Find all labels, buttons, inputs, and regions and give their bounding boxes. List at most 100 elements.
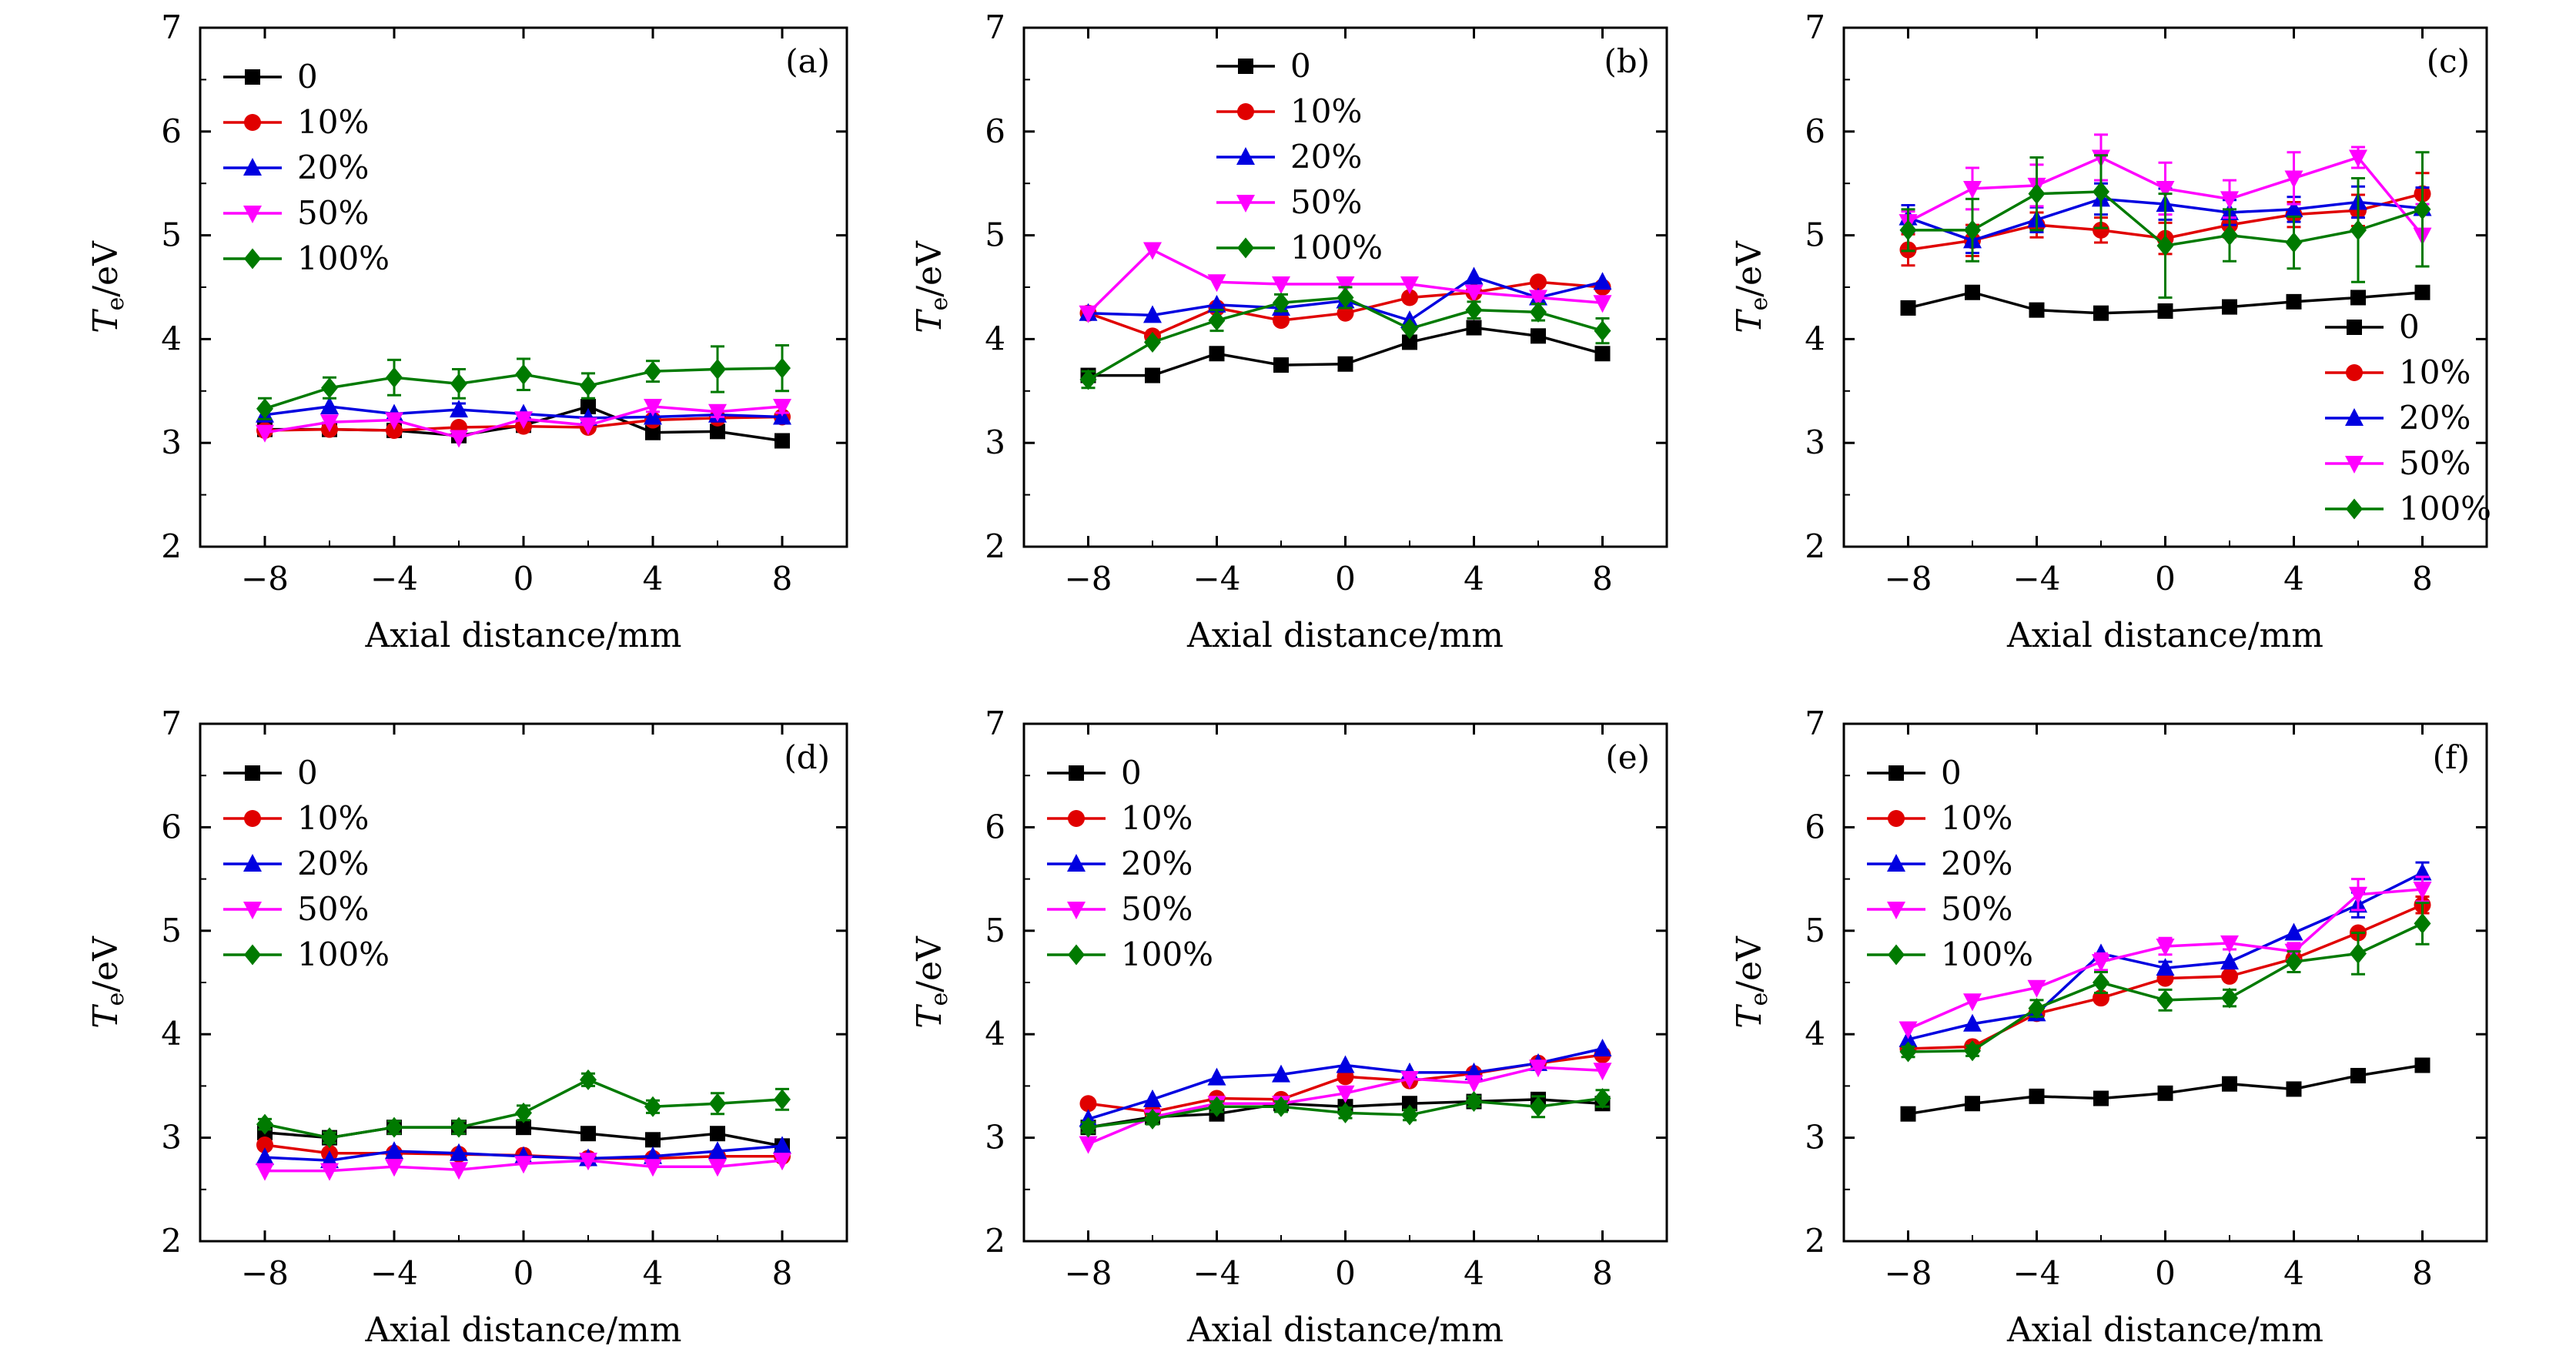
data-point — [1208, 310, 1226, 331]
y-tick-label: 4 — [161, 320, 182, 357]
data-point — [2414, 284, 2430, 300]
legend-marker — [2345, 456, 2364, 474]
x-tick-label: −8 — [1065, 1254, 1112, 1292]
y-tick-label: 6 — [161, 112, 182, 150]
y-tick-label: 3 — [1805, 423, 1825, 461]
legend-marker — [1888, 944, 1905, 966]
x-tick-label: 0 — [1335, 1254, 1356, 1292]
data-point — [1594, 346, 1611, 362]
data-point — [1207, 274, 1226, 293]
data-point — [1593, 1063, 1612, 1081]
legend-label: 0 — [1121, 754, 1142, 792]
panel-d: −8 −4 0 4 8 2 3 4 5 6 7 Axial distance/mm Te/eV (d) 0 1… — [86, 705, 848, 1349]
legend-label: 10% — [2399, 353, 2471, 391]
data-point — [2221, 967, 2238, 985]
legend-marker — [1237, 103, 1254, 120]
data-point — [1402, 1096, 1417, 1112]
x-tick-label: −4 — [370, 560, 418, 598]
data-point — [1079, 369, 1097, 390]
y-tick-label: 5 — [985, 216, 1005, 254]
data-point — [1594, 1088, 1611, 1110]
data-point — [450, 373, 467, 394]
x-tick-label: −8 — [1065, 560, 1112, 598]
data-point — [2414, 912, 2431, 934]
legend-entry: 20% — [223, 845, 369, 882]
data-point — [2028, 183, 2046, 205]
data-point — [580, 1069, 597, 1090]
data-point — [774, 1089, 791, 1110]
panel-tag: (b) — [1604, 42, 1650, 80]
data-point — [579, 1153, 597, 1171]
data-point — [2093, 972, 2109, 993]
legend-marker — [244, 114, 261, 131]
data-point — [580, 1126, 596, 1142]
legend-label: 50% — [1941, 890, 2012, 928]
y-tick-label: 2 — [1805, 1222, 1825, 1260]
data-point — [1531, 328, 1546, 344]
legend-label: 20% — [2399, 399, 2471, 437]
legend-label: 100% — [297, 239, 390, 277]
x-tick-label: 8 — [2412, 1254, 2433, 1292]
data-point — [2156, 938, 2175, 956]
data-point — [385, 412, 403, 430]
data-point — [1899, 1041, 1917, 1063]
data-point — [2286, 293, 2302, 310]
data-point — [1464, 266, 1484, 285]
legend-marker — [245, 765, 260, 781]
data-point — [1465, 1091, 1483, 1113]
x-tick-label: 0 — [2155, 560, 2176, 598]
legend-label: 20% — [1121, 845, 1193, 882]
y-tick-label: 6 — [985, 808, 1005, 845]
data-point — [1529, 1059, 1547, 1078]
data-point — [1337, 356, 1353, 372]
data-point — [1402, 334, 1417, 350]
data-point — [644, 1096, 661, 1117]
legend-entry: 100% — [1216, 229, 1383, 266]
data-point — [2028, 998, 2046, 1019]
series-0 — [1900, 284, 2430, 321]
data-point — [1272, 276, 1290, 294]
data-point — [1963, 1013, 1982, 1032]
data-point — [2222, 299, 2237, 315]
legend-marker — [2347, 320, 2362, 335]
data-point — [2220, 952, 2239, 970]
data-point — [710, 423, 725, 440]
legend-marker — [1236, 195, 1255, 213]
data-point — [256, 1113, 273, 1135]
data-point — [514, 411, 533, 430]
legend-entry: 0 — [223, 58, 318, 95]
y-tick-label: 4 — [985, 320, 1005, 357]
data-point — [2220, 191, 2239, 209]
data-point — [1401, 318, 1418, 340]
y-tick-label: 4 — [1805, 320, 1825, 357]
data-point — [774, 357, 791, 379]
data-point — [1143, 242, 1162, 260]
y-tick-label: 7 — [985, 705, 1005, 742]
data-point — [1963, 180, 1982, 199]
y-axis-label: Te/eV — [86, 240, 129, 333]
data-point — [1273, 312, 1290, 330]
data-point — [2285, 951, 2303, 972]
data-point — [773, 399, 791, 417]
series-50pct — [1899, 875, 2432, 1039]
x-tick-label: −8 — [241, 560, 289, 598]
data-point — [2027, 979, 2046, 998]
panel-f: −8 −4 0 4 8 2 3 4 5 6 7 Axial distance/mm Te/eV (f) 0 1… — [1730, 705, 2488, 1349]
data-point — [1594, 320, 1611, 342]
y-tick-label: 7 — [161, 705, 182, 742]
legend-label: 0 — [297, 58, 318, 95]
legend: 0 10% 20% 50% 100% — [2325, 308, 2491, 527]
x-tick-label: −8 — [1885, 1254, 1932, 1292]
legend-label: 50% — [1121, 890, 1193, 928]
data-point — [2350, 290, 2366, 306]
data-point — [1900, 1106, 1916, 1122]
legend-label: 0 — [1290, 47, 1311, 85]
data-point — [2349, 886, 2367, 905]
y-tick-label: 5 — [161, 912, 182, 949]
data-point — [2093, 181, 2109, 203]
data-point — [1273, 357, 1289, 373]
y-tick-label: 5 — [161, 216, 182, 254]
legend-marker — [2345, 408, 2364, 426]
y-tick-label: 6 — [1805, 112, 1825, 150]
data-point — [2029, 302, 2045, 318]
